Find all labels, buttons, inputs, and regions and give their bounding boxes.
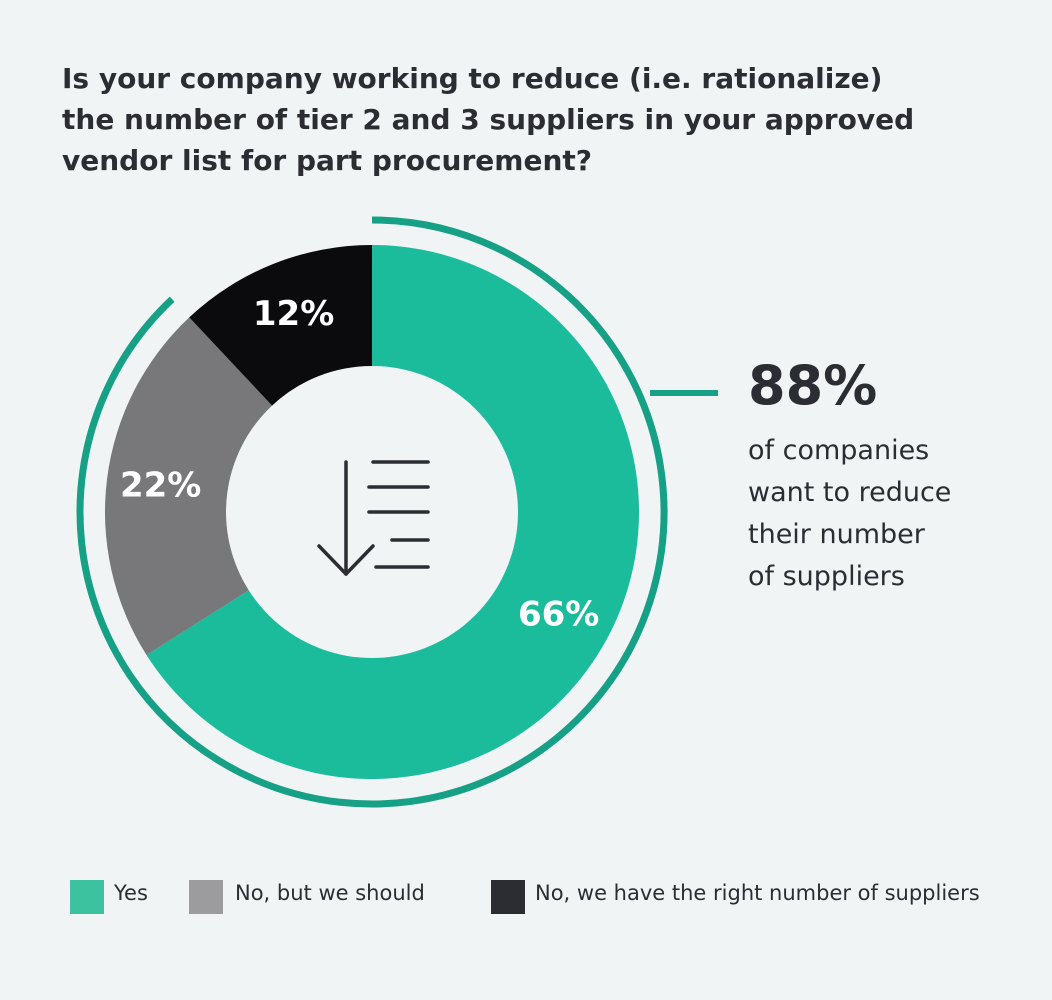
callout-text: of companies want to reduce their number… [748, 430, 1038, 598]
chart-title-line: Is your company working to reduce (i.e. … [62, 62, 883, 95]
callout-text-line: of suppliers [748, 561, 905, 592]
callout-text-line: want to reduce [748, 477, 952, 508]
highlight-arc [76, 216, 668, 808]
highlight-arc-path [76, 216, 668, 808]
value-label-no-we-have-the-right-number-of-suppliers: 12% [253, 294, 334, 334]
legend-label: No, but we should [235, 881, 425, 905]
callout-text-line: of companies [748, 435, 930, 466]
chart-title-line: the number of tier 2 and 3 suppliers in … [62, 103, 915, 136]
callout-text-line: their number [748, 519, 925, 550]
slice-yes [146, 245, 639, 780]
value-label-yes: 66% [518, 595, 599, 635]
value-label-no-but-we-should: 22% [120, 465, 201, 505]
legend-swatch [70, 880, 104, 914]
sort-descending-icon [317, 460, 430, 576]
chart-title-line: vendor list for part procurement? [62, 144, 593, 177]
legend-label: No, we have the right number of supplier… [535, 881, 980, 905]
donut-slices [104, 245, 639, 780]
chart-title: Is your company working to reduce (i.e. … [62, 58, 922, 181]
slice-no-but-we-should [104, 317, 273, 656]
legend-swatch [491, 880, 525, 914]
slice-no-we-have-the-right-number-of-suppliers [189, 245, 372, 406]
donut-value-labels: 66% 22% 12% [120, 294, 599, 635]
legend: Yes No, but we should No, we have the ri… [0, 878, 1052, 918]
callout-value: 88% [748, 354, 878, 417]
legend-swatch [189, 880, 223, 914]
legend-label: Yes [114, 881, 148, 905]
donut-chart: 66% 22% 12% [76, 216, 718, 808]
